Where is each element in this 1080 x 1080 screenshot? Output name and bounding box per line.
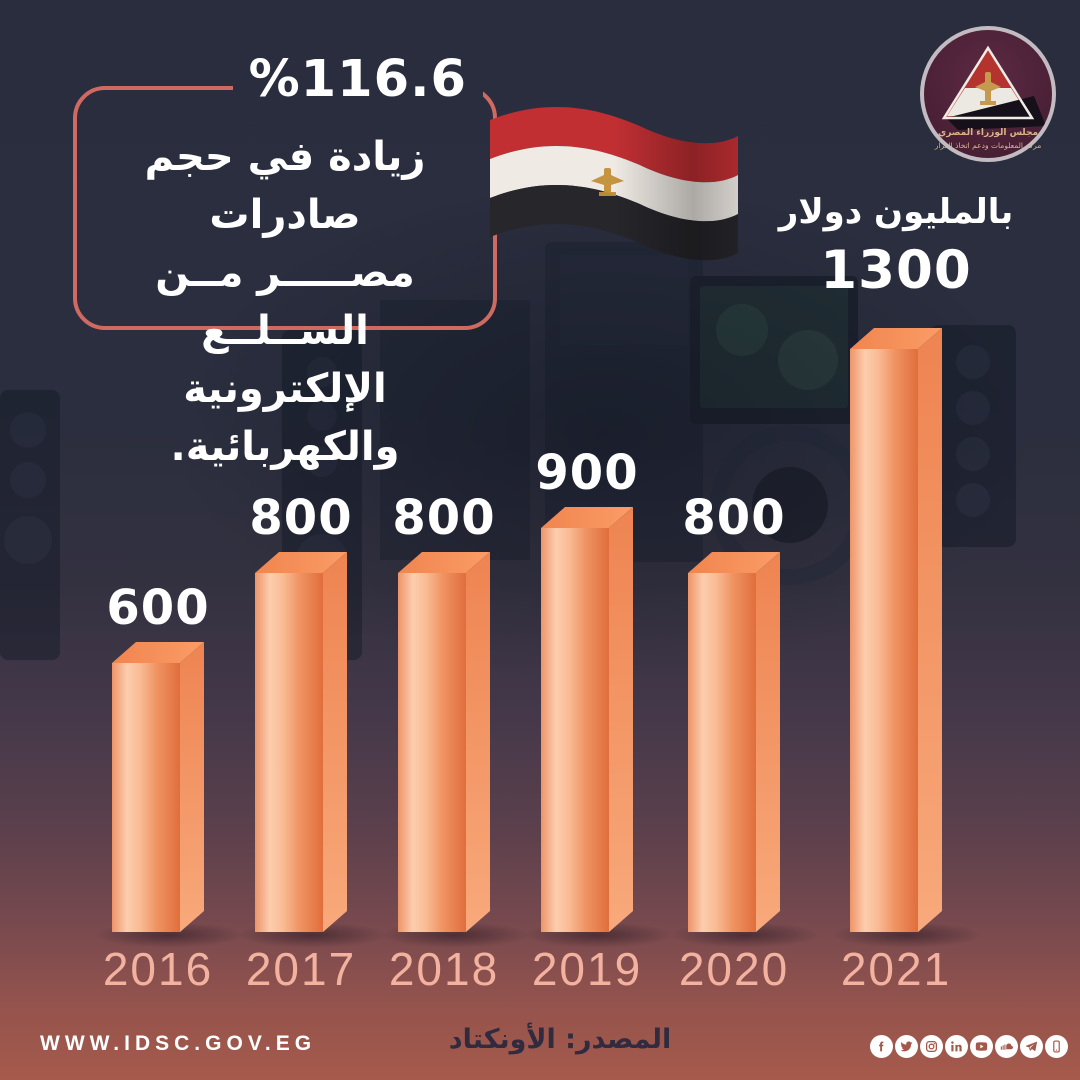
- bar-top-face: [850, 328, 942, 349]
- bar-front-face: [112, 663, 180, 932]
- bar-2019: [541, 507, 633, 932]
- bar-top-face: [398, 552, 490, 573]
- cabinet-logo: مجلس الوزراء المصري مركز المعلومات ودعم …: [920, 26, 1056, 162]
- mobile-app-icon[interactable]: [1045, 1035, 1068, 1058]
- footer-website: WWW.IDSC.GOV.EG: [40, 1032, 317, 1055]
- logo-eagle: [975, 72, 1001, 105]
- unit-label: بالمليون دولار: [778, 192, 1014, 232]
- bar-value-2021: 1300: [820, 240, 972, 301]
- bar-side-face: [756, 552, 780, 932]
- year-label-2020: 2020: [678, 943, 790, 995]
- bar-front-face: [398, 573, 466, 932]
- linkedin-icon[interactable]: [945, 1035, 968, 1058]
- bar-front-face: [688, 573, 756, 932]
- stat-text-line1: زيادة في حجم صادرات: [144, 134, 426, 238]
- bar-value-2018: 800: [392, 490, 496, 546]
- logo-org-subtitle: مركز المعلومات ودعم اتخاذ القرار: [934, 141, 1042, 150]
- bar-side-face: [180, 642, 204, 932]
- stat-text-line3: الإلكترونية والكهربائية.: [170, 366, 400, 470]
- egypt-flag-icon: [490, 106, 738, 261]
- soundcloud-icon[interactable]: [995, 1035, 1018, 1058]
- flag-shading: [490, 106, 738, 261]
- social-icons: [870, 1035, 1068, 1058]
- footer-source: المصدر: الأونكتاد: [448, 1024, 672, 1055]
- year-label-2018: 2018: [388, 943, 500, 995]
- stat-description: زيادة في حجم صادرات مصـــــر مــن الســل…: [77, 128, 493, 476]
- bar-front-face: [255, 573, 323, 932]
- instagram-icon[interactable]: [920, 1035, 943, 1058]
- stat-card: %116.6 زيادة في حجم صادرات مصـــــر مــن…: [73, 48, 497, 470]
- year-label-2017: 2017: [245, 943, 357, 995]
- logo-org-name: مجلس الوزراء المصري: [938, 128, 1038, 138]
- logo-shadow-sweep: [946, 96, 1046, 130]
- bar-2018: [398, 552, 490, 932]
- year-label-2016: 2016: [102, 943, 214, 995]
- year-label-2021: 2021: [840, 943, 952, 995]
- bar-value-2016: 600: [106, 580, 210, 636]
- facebook-icon[interactable]: [870, 1035, 893, 1058]
- bar-2021: [850, 328, 942, 932]
- bar-2020: [688, 552, 780, 932]
- youtube-icon[interactable]: [970, 1035, 993, 1058]
- bar-top-face: [112, 642, 204, 663]
- year-label-2019: 2019: [531, 943, 643, 995]
- bar-value-2020: 800: [682, 490, 786, 546]
- bar-front-face: [850, 349, 918, 932]
- logo-pyramid-outline: [941, 45, 1035, 120]
- twitter-icon[interactable]: [895, 1035, 918, 1058]
- percent-value: %116.6: [232, 48, 483, 112]
- stat-text-line2: مصـــــر مــن الســلــع: [155, 250, 415, 354]
- bar-side-face: [466, 552, 490, 932]
- bar-2016: [112, 642, 204, 932]
- bar-2017: [255, 552, 347, 932]
- unit-block: بالمليون دولار 1300: [774, 192, 1018, 301]
- bar-side-face: [609, 507, 633, 932]
- telegram-icon[interactable]: [1020, 1035, 1043, 1058]
- bar-front-face: [541, 528, 609, 932]
